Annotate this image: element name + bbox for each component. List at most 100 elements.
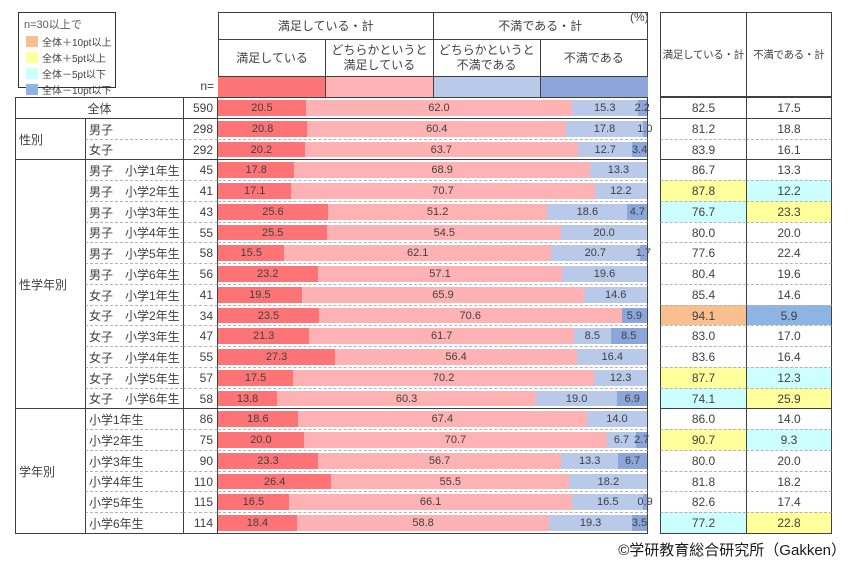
n-value-cell: 114	[183, 512, 218, 533]
summary-table-header: 満足している・計 不満である・計	[660, 12, 832, 97]
bar-value-label: 56.7	[428, 455, 451, 467]
summary-satisfied-cell: 81.8	[660, 471, 746, 491]
bar-segment	[549, 515, 632, 531]
bar-segment	[572, 494, 644, 510]
bar-value-label: 26.4	[263, 475, 286, 488]
row-label-cell: 小学5年生	[85, 491, 183, 512]
header-total-row: 満足している・計 不満である・計	[218, 12, 648, 40]
bar-segment	[618, 453, 647, 469]
bar-segment	[218, 453, 318, 469]
color-key-somewhat-dissatisfied	[432, 77, 541, 97]
bar-segment	[642, 121, 647, 137]
summary-dissatisfied-cell: 22.8	[746, 512, 832, 533]
summary-satisfied-cell: 83.6	[660, 346, 746, 367]
bar-value-label: 8.5	[584, 330, 600, 342]
summary-dissatisfied-cell: 17.4	[746, 491, 832, 512]
plus10-swatch-icon	[26, 36, 38, 47]
bar-segment	[304, 142, 578, 157]
bar-value-label: 54.5	[433, 226, 456, 239]
bar-value-label: 8.5	[621, 330, 637, 342]
row-label-cell: 男子 小学4年生	[85, 222, 183, 242]
summary-dissatisfied-cell: 16.1	[746, 139, 832, 159]
header-segment-satisfied: 満足している	[236, 50, 308, 65]
bar-value-label: 17.5	[244, 372, 267, 384]
group-label-cell: 性別	[15, 118, 85, 159]
bar-value-label: 27.3	[265, 351, 288, 363]
bar-segment	[218, 370, 294, 386]
bar-value-label: 15.3	[594, 102, 616, 114]
n-value-cell: 43	[183, 201, 218, 222]
summary-dissatisfied-cell: 17.0	[746, 325, 832, 346]
bar-value-label: 14.6	[604, 289, 627, 301]
row-label-cell: 女子 小学1年生	[85, 284, 183, 305]
legend-item-minus5: 全体－5pt以下	[26, 66, 115, 81]
summary-dissatisfied-cell: 20.0	[746, 450, 832, 471]
bar-segment	[594, 370, 647, 386]
bar-segment	[317, 266, 563, 282]
bar-value-label: 17.8	[593, 123, 616, 135]
bar-value-label: 25.5	[261, 226, 284, 239]
bar-segment	[621, 308, 647, 323]
bar-value-label: 70.6	[459, 309, 481, 322]
bar-segment	[631, 515, 647, 531]
n-value-cell: 55	[183, 222, 218, 242]
bar-segment	[571, 100, 638, 116]
bar-value-label: 13.3	[607, 164, 630, 176]
bar-value-label: 55.5	[439, 475, 462, 488]
summary-satisfied-cell: 77.6	[660, 242, 746, 263]
bar-value-label: 67.4	[431, 413, 454, 425]
bar-segment	[307, 121, 567, 137]
bar-value-label: 20.8	[251, 123, 274, 135]
header-segment-dissatisfied: 不満である	[539, 40, 647, 76]
row-label-cell: 小学4年生	[85, 471, 183, 491]
summary-dissatisfied-cell: 18.8	[746, 118, 832, 139]
bar-value-label: 12.2	[610, 185, 632, 197]
bar-value-label: 56.4	[445, 351, 467, 363]
summary-dissatisfied-cell: 25.9	[746, 388, 832, 408]
row-label-cell: 小学2年生	[85, 429, 183, 450]
bar-row: 17.1 70.7 12.2	[218, 180, 648, 201]
summary-satisfied-cell: 74.1	[660, 388, 746, 408]
bar-row: 17.5 70.2 12.3	[218, 367, 648, 388]
row-label-cell: 女子 小学6年生	[85, 388, 183, 408]
bar-value-label: 20.2	[250, 143, 273, 156]
legend-item-label: 全体－5pt以下	[42, 70, 106, 81]
header-dissatisfied-total: 不満である・計	[432, 13, 648, 39]
summary-satisfied-cell: 82.5	[660, 97, 746, 118]
bar-row: 26.4 55.5 18.2	[218, 471, 648, 491]
bar-value-label: 17.8	[245, 164, 267, 176]
summary-dissatisfied-cell: 16.4	[746, 346, 832, 367]
n-value-cell: 58	[183, 242, 218, 263]
bar-segment	[610, 328, 647, 344]
summary-dissatisfied-cell: 20.0	[746, 222, 832, 242]
bar-value-label: 1.0	[637, 123, 653, 135]
bar-segment	[294, 162, 590, 178]
header-satisfied-total: 満足している・計	[277, 18, 374, 33]
bar-segment	[632, 142, 647, 157]
row-label-cell: 男子 小学2年生	[85, 180, 183, 201]
row-label-cell: 男子	[85, 118, 183, 139]
n-value-cell: 115	[183, 491, 218, 512]
n-equals-label: n=	[200, 79, 214, 93]
n-value-cell: 34	[183, 305, 218, 325]
bar-value-label: 61.7	[431, 330, 453, 342]
bar-segment	[643, 494, 647, 510]
n-value-cell: 45	[183, 159, 218, 180]
summary-satisfied-cell: 87.8	[660, 180, 746, 201]
plus5-swatch-icon	[26, 52, 38, 63]
group-label-cell: 性学年別	[15, 159, 85, 408]
bar-value-label: 16.5	[242, 496, 265, 508]
bar-row: 13.8 60.3 19.0 6.9	[218, 388, 648, 408]
percent-unit-label: (%)	[630, 10, 649, 24]
summary-dissatisfied-cell: 19.6	[746, 263, 832, 284]
n-value-cell: 75	[183, 429, 218, 450]
bar-value-label: 12.7	[594, 143, 616, 156]
bar-value-label: 19.0	[565, 392, 588, 405]
bar-value-label: 14.0	[606, 413, 628, 425]
color-key-dissatisfied	[540, 77, 648, 97]
bar-segment	[303, 432, 608, 448]
legend-item-plus5: 全体＋5pt以上	[26, 50, 115, 65]
bar-segment	[218, 121, 308, 137]
bar-row: 18.6 67.4 14.0	[218, 408, 648, 429]
bar-value-label: 2.2	[634, 102, 650, 114]
